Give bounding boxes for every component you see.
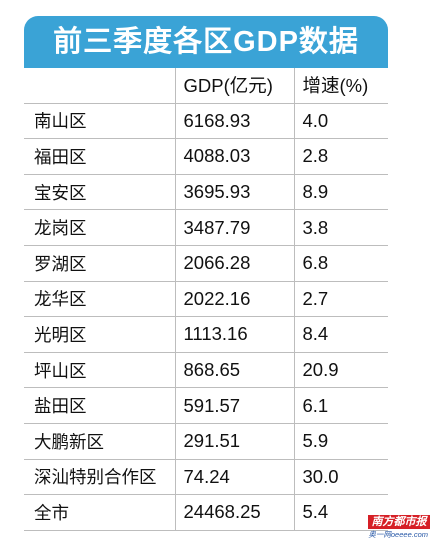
table-row: 龙华区 2022.16 2.7: [24, 281, 388, 318]
table-header-row: GDP(亿元) 增速(%): [24, 68, 388, 104]
district-cell: 南山区: [24, 103, 175, 140]
district-cell: 全市: [24, 494, 175, 531]
growth-cell: 2.7: [294, 281, 388, 318]
gdp-cell: 2066.28: [174, 245, 295, 282]
gdp-cell: 2022.16: [174, 281, 295, 318]
district-cell: 深汕特别合作区: [24, 459, 175, 496]
growth-cell: 20.9: [294, 352, 388, 389]
table-row: 罗湖区 2066.28 6.8: [24, 245, 388, 282]
newspaper-logo: 南方都市报 奥一网oeeee.com: [368, 515, 430, 542]
gdp-cell: 1113.16: [174, 316, 295, 353]
gdp-table: GDP(亿元) 增速(%) 南山区 6168.93 4.0 福田区 4088.0…: [24, 68, 388, 531]
growth-cell: 6.1: [294, 387, 388, 424]
district-cell: 龙岗区: [24, 209, 175, 246]
gdp-cell: 6168.93: [174, 103, 295, 140]
district-cell: 光明区: [24, 316, 175, 353]
header-district: [24, 68, 175, 104]
logo-subtext: 奥一网oeeee.com: [368, 530, 428, 539]
gdp-cell: 291.51: [174, 423, 295, 460]
district-cell: 福田区: [24, 138, 175, 175]
district-cell: 宝安区: [24, 174, 175, 211]
district-cell: 大鹏新区: [24, 423, 175, 460]
table-row: 福田区 4088.03 2.8: [24, 138, 388, 175]
district-cell: 罗湖区: [24, 245, 175, 282]
table-row: 南山区 6168.93 4.0: [24, 103, 388, 140]
growth-cell: 3.8: [294, 209, 388, 246]
gdp-cell: 4088.03: [174, 138, 295, 175]
gdp-cell: 591.57: [174, 387, 295, 424]
table-row: 宝安区 3695.93 8.9: [24, 174, 388, 211]
gdp-cell: 24468.25: [174, 494, 295, 531]
table-row: 全市 24468.25 5.4: [24, 494, 388, 531]
table-row: 龙岗区 3487.79 3.8: [24, 209, 388, 246]
growth-cell: 8.4: [294, 316, 388, 353]
header-growth: 增速(%): [294, 68, 388, 104]
gdp-cell: 3695.93: [174, 174, 295, 211]
gdp-cell: 868.65: [174, 352, 295, 389]
table-row: 坪山区 868.65 20.9: [24, 352, 388, 389]
gdp-cell: 3487.79: [174, 209, 295, 246]
growth-cell: 6.8: [294, 245, 388, 282]
growth-cell: 5.9: [294, 423, 388, 460]
district-cell: 龙华区: [24, 281, 175, 318]
header-gdp: GDP(亿元): [174, 68, 295, 104]
growth-cell: 8.9: [294, 174, 388, 211]
logo-brand: 南方都市报: [368, 515, 430, 529]
table-row: 深汕特别合作区 74.24 30.0: [24, 459, 388, 496]
table-title: 前三季度各区GDP数据: [24, 16, 388, 68]
table-row: 光明区 1113.16 8.4: [24, 316, 388, 353]
table-row: 大鹏新区 291.51 5.9: [24, 423, 388, 460]
growth-cell: 4.0: [294, 103, 388, 140]
district-cell: 坪山区: [24, 352, 175, 389]
growth-cell: 30.0: [294, 459, 388, 496]
district-cell: 盐田区: [24, 387, 175, 424]
table-row: 盐田区 591.57 6.1: [24, 387, 388, 424]
growth-cell: 2.8: [294, 138, 388, 175]
gdp-cell: 74.24: [174, 459, 295, 496]
